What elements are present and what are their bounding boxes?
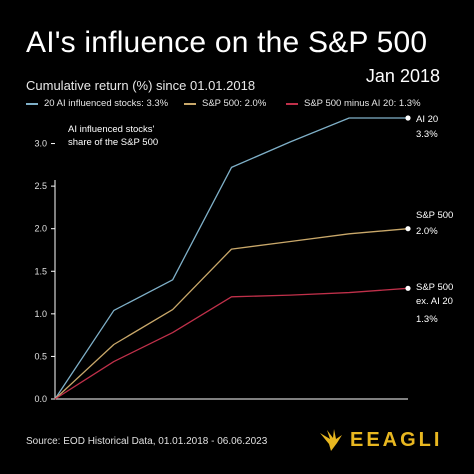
end-label-ai20-1: 3.3% [416,129,438,140]
series-end-point-2 [405,285,411,291]
legend-swatch-ai20 [26,102,38,105]
legend-swatch-sp500 [184,102,196,105]
brand-logo: EEAGLI [318,426,458,454]
y-tick-label: 0.5 [34,351,47,361]
axes: 0.0 0.5 1.0 1.5 2.0 2.5 3.0 [34,139,408,404]
chart-title: AI's influence on the S&P 500 [26,26,428,59]
end-label-exai-0: S&P 500 [416,282,453,293]
series-line-2 [54,287,409,400]
series-end-point-1 [405,226,411,232]
y-tick-label: 2.5 [34,181,47,191]
end-label-sp500-0: S&P 500 [416,210,453,221]
chart-subtitle: Cumulative return (%) since 01.01.2018 [26,78,256,93]
annotation-line-2: share of the S&P 500 [68,137,158,148]
date-label: Jan 2018 [365,66,440,86]
legend-swatch-exai [286,102,298,105]
annotation-line-1: AI influenced stocks' [68,124,154,135]
end-label-ai20-0: AI 20 [416,114,438,125]
end-label-exai-1: ex. AI 20 [416,296,453,307]
y-tick-label: 0.0 [34,394,47,404]
source-note: Source: EOD Historical Data, 01.01.2018 … [26,436,268,447]
legend-item-ai20: 20 AI influenced stocks: 3.3% [26,98,168,109]
legend-label-exai: S&P 500 minus AI 20: 1.3% [304,98,421,109]
y-tick-label: 1.0 [34,309,47,319]
legend: 20 AI influenced stocks: 3.3% S&P 500: 2… [26,98,456,112]
legend-label-ai20: 20 AI influenced stocks: 3.3% [44,98,169,109]
series-lines [54,115,411,400]
y-tick-label: 2.0 [34,224,47,234]
legend-item-sp500: S&P 500: 2.0% [184,98,266,109]
end-label-sp500-1: 2.0% [416,226,438,237]
series-end-point-0 [405,115,411,121]
eagle-icon [320,429,342,451]
series-line-0 [54,117,408,400]
y-tick-label: 1.5 [34,266,47,276]
end-label-exai-2: 1.3% [416,314,438,325]
y-tick-label: 3.0 [34,139,47,149]
legend-item-exai: S&P 500 minus AI 20: 1.3% [286,98,421,109]
series-line-1 [54,228,409,400]
logo-text: EEAGLI [350,428,443,451]
end-labels: AI 20 3.3% S&P 500 2.0% S&P 500 ex. AI 20 1.3% [416,114,453,325]
legend-label-sp500: S&P 500: 2.0% [202,98,267,109]
